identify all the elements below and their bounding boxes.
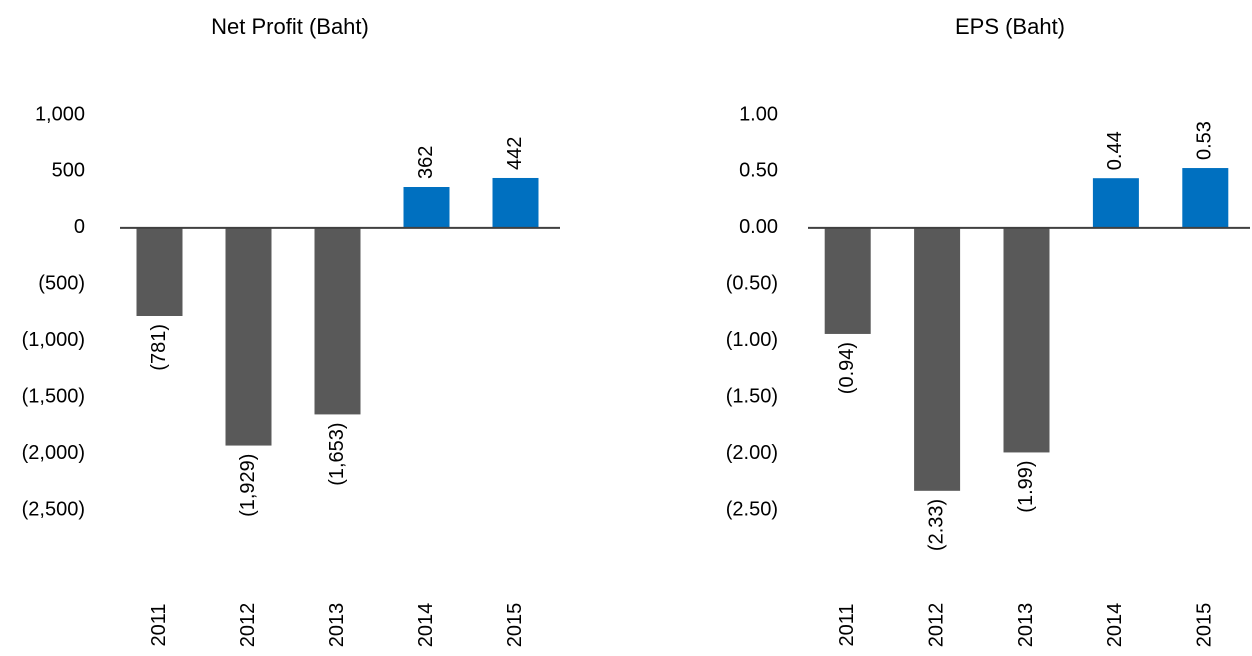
- bar: [314, 227, 361, 415]
- y-tick-label: (0.50): [726, 273, 778, 295]
- y-tick-label: 0.00: [739, 216, 778, 238]
- x-tick-label: 2012: [925, 603, 947, 648]
- x-tick-label: 2015: [504, 603, 526, 648]
- x-tick-label: 2014: [415, 603, 437, 648]
- bar: [914, 227, 961, 491]
- x-tick-label: 2011: [148, 603, 170, 646]
- y-tick-label: 0.50: [739, 160, 778, 182]
- bar: [824, 227, 871, 334]
- bar: [1092, 178, 1139, 228]
- x-tick-label: 2012: [237, 603, 259, 648]
- data-label: (781): [148, 324, 170, 371]
- x-tick-label: 2011: [836, 603, 858, 646]
- data-label: (1,653): [326, 422, 348, 485]
- x-tick-label: 2014: [1104, 603, 1126, 648]
- bar: [1182, 168, 1229, 228]
- bar: [225, 227, 272, 446]
- y-tick-label: 500: [52, 160, 85, 182]
- y-tick-label: (2,500): [22, 498, 85, 520]
- x-tick-label: 2013: [326, 603, 348, 648]
- x-tick-label: 2013: [1015, 603, 1037, 648]
- y-tick-label: (1.00): [726, 329, 778, 351]
- data-label: (1,929): [237, 454, 259, 517]
- bar: [136, 227, 183, 316]
- data-label: 0.53: [1194, 121, 1216, 160]
- bar: [492, 177, 539, 228]
- y-tick-label: 0: [74, 216, 85, 238]
- chart-title: Net Profit (Baht): [211, 14, 369, 39]
- data-label: (1.99): [1015, 460, 1037, 512]
- y-tick-label: (2.00): [726, 442, 778, 464]
- y-tick-label: 1,000: [35, 103, 85, 125]
- chart-title: EPS (Baht): [955, 14, 1065, 39]
- y-tick-label: (2,000): [22, 442, 85, 464]
- y-tick-label: (1,500): [22, 385, 85, 407]
- data-label: 0.44: [1104, 131, 1126, 170]
- x-tick-label: 2015: [1194, 603, 1216, 648]
- data-label: 362: [415, 146, 437, 179]
- y-tick-label: 1.00: [739, 103, 778, 125]
- data-label: 442: [504, 137, 526, 170]
- y-tick-label: (1.50): [726, 385, 778, 407]
- y-tick-label: (500): [38, 273, 85, 295]
- y-tick-label: (1,000): [22, 329, 85, 351]
- data-label: (2.33): [925, 499, 947, 551]
- bar: [403, 187, 450, 228]
- bar: [1003, 227, 1050, 453]
- y-tick-label: (2.50): [726, 498, 778, 520]
- data-label: (0.94): [836, 342, 858, 394]
